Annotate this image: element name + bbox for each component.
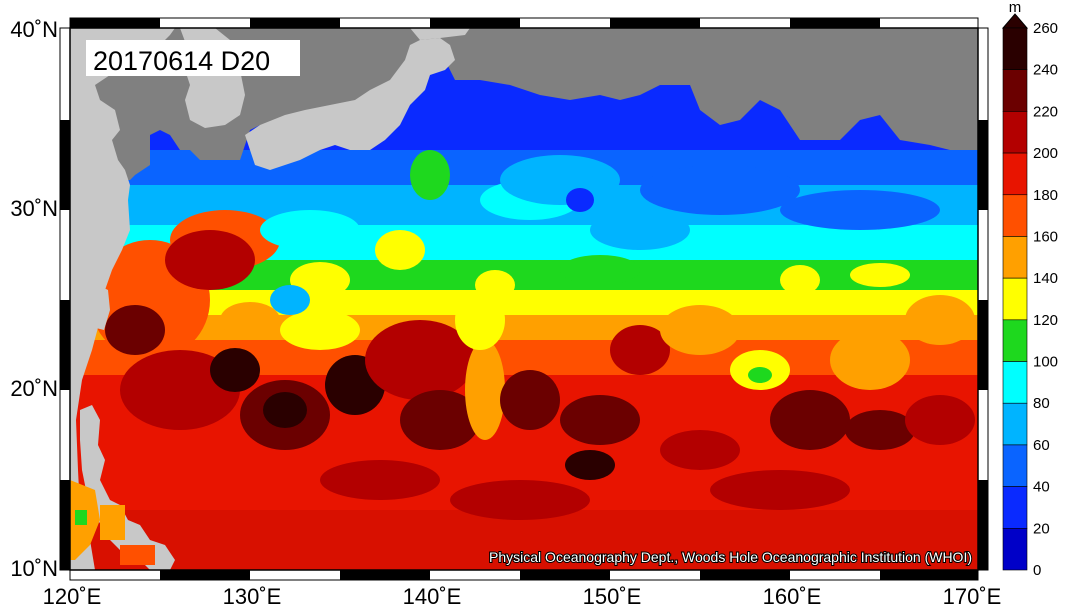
lon-label-150e: 150˚E: [583, 584, 642, 606]
colorbar-tick-label: 240: [1033, 62, 1058, 79]
colorbar-swatch: [1002, 69, 1028, 112]
colorbar-swatch: [1002, 277, 1028, 321]
colorbar-tick-label: 180: [1033, 187, 1058, 204]
colorbar-swatch: [1002, 152, 1028, 196]
frame-ticks: [59, 17, 989, 581]
map-field: [70, 28, 978, 570]
colorbar-tick-label: 220: [1033, 103, 1058, 120]
colorbar-swatch: [1002, 319, 1028, 362]
colorbar-tick-label: 160: [1033, 228, 1058, 245]
colorbar-tick-label: 100: [1033, 354, 1058, 371]
colorbar-swatch: [1002, 236, 1028, 279]
colorbar-swatch: [1002, 27, 1028, 70]
eddy-field: [90, 150, 975, 520]
colorbar-tick-label: 80: [1033, 395, 1050, 412]
colorbar-swatch: [1002, 402, 1028, 446]
lon-label-120e: 120˚E: [43, 584, 102, 606]
colorbar-unit: m: [1009, 0, 1022, 16]
colorbar-swatch: [1002, 194, 1028, 237]
map-title: 20170614 D20: [93, 46, 270, 76]
colorbar-swatch: [1002, 486, 1028, 529]
lat-label-30n: 30˚N: [10, 196, 58, 221]
colorbar-swatch: [1002, 111, 1028, 154]
colorbar-arrow: [1001, 13, 1029, 29]
colorbar-tick-label: 40: [1033, 479, 1050, 496]
lon-label-130e: 130˚E: [223, 584, 282, 606]
lat-label-10n: 10˚N: [10, 556, 58, 581]
lon-label-170e: 170˚E: [943, 584, 1002, 606]
colorbar-swatch: [1002, 444, 1028, 487]
lon-label-160e: 160˚E: [763, 584, 822, 606]
colorbar-tick-label: 260: [1033, 20, 1058, 37]
colorbar-tick-label: 0: [1033, 562, 1041, 579]
lon-label-140e: 140˚E: [403, 584, 462, 606]
lat-label-20n: 20˚N: [10, 376, 58, 401]
lat-label-40n: 40˚N: [10, 17, 58, 42]
title-box: [86, 40, 300, 76]
colorbar-swatch: [1002, 528, 1028, 571]
colorbar-tick-label: 60: [1033, 437, 1050, 454]
colorbar-tick-label: 120: [1033, 312, 1058, 329]
colorbar-tick-label: 200: [1033, 145, 1058, 162]
credit-text: Physical Oceanography Dept., Woods Hole …: [489, 549, 972, 565]
colorbar-swatch: [1002, 361, 1028, 404]
colorbar-tick-label: 20: [1033, 520, 1050, 537]
colorbar-tick-label: 140: [1033, 270, 1058, 287]
